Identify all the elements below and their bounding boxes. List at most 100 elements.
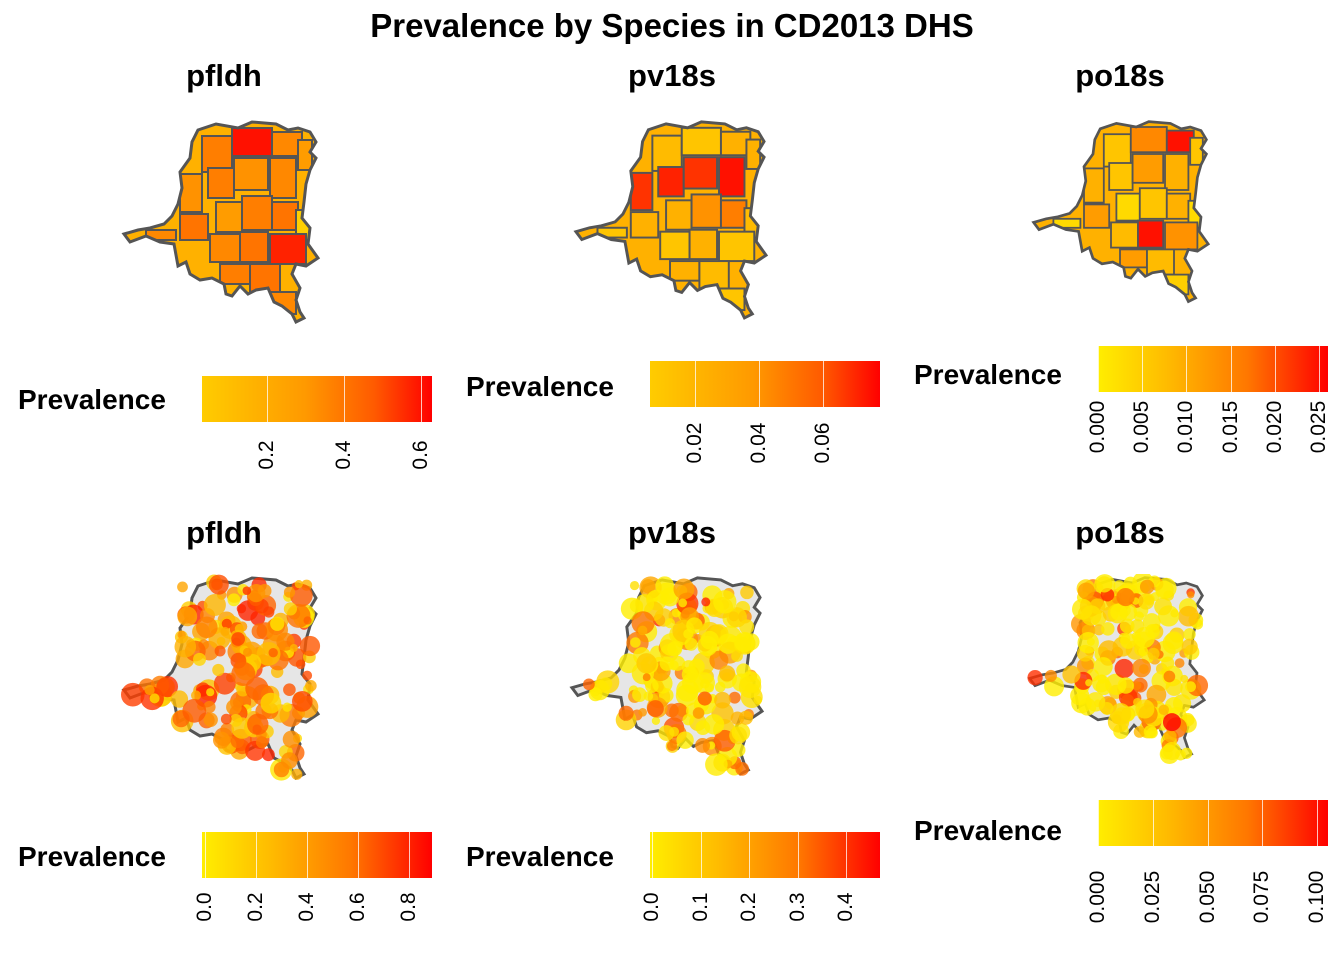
province-region [718, 230, 756, 263]
legend-tick-label: 0.4 [331, 439, 355, 470]
survey-cluster-point [697, 691, 712, 706]
survey-cluster-point [630, 637, 641, 648]
survey-cluster-point [638, 707, 647, 717]
survey-cluster-point [692, 707, 705, 719]
legend-tick [409, 832, 410, 878]
survey-cluster-point [676, 731, 694, 749]
panel-title: po18s [1075, 58, 1165, 93]
province-region [207, 167, 235, 199]
survey-cluster-point [1085, 692, 1106, 712]
legend-tick-label: 0.02 [682, 422, 706, 463]
legend-tick [1186, 346, 1188, 392]
province-region [1083, 203, 1111, 229]
province-region [271, 201, 299, 231]
province-region [745, 138, 762, 170]
survey-cluster-point [282, 730, 301, 748]
survey-cluster-point [684, 637, 698, 651]
survey-cluster-point [636, 653, 657, 674]
survey-cluster-point [1154, 597, 1172, 616]
province-region [269, 233, 307, 265]
survey-cluster-point [283, 683, 296, 696]
province-region [690, 193, 722, 229]
legend-tick-label: 0.6 [408, 439, 432, 470]
legend-tick [749, 832, 751, 878]
province-region [1083, 167, 1105, 204]
survey-cluster-point [728, 691, 741, 704]
legend-title: Prevalence [18, 841, 166, 872]
survey-cluster-point [693, 672, 715, 694]
legend-tick [822, 361, 824, 407]
province-region [1108, 162, 1134, 191]
legend-colorbar [1098, 346, 1328, 392]
survey-cluster-point [730, 711, 745, 726]
survey-cluster-point [714, 691, 731, 709]
survey-cluster-point [1187, 591, 1195, 599]
legend-title: Prevalence [18, 384, 166, 415]
legend-tick-label: 0.3 [785, 891, 809, 922]
legend-tick-label: 0.025 [1307, 400, 1331, 453]
survey-cluster-point [242, 586, 252, 595]
survey-cluster-point [1138, 593, 1155, 610]
survey-cluster-point [1044, 669, 1057, 682]
province-region [269, 157, 297, 199]
survey-cluster-point [292, 691, 313, 712]
survey-cluster-point [735, 762, 749, 776]
survey-cluster-point [646, 700, 664, 717]
province-region [1164, 221, 1199, 251]
survey-cluster-point [1170, 609, 1179, 618]
survey-cluster-point [270, 616, 285, 631]
survey-cluster-point [283, 602, 297, 616]
legend-title: Prevalence [914, 359, 1062, 390]
survey-cluster-point [1101, 622, 1115, 636]
legend-tick [1262, 800, 1264, 846]
survey-cluster-point [1130, 619, 1145, 633]
province-region [1102, 133, 1132, 168]
survey-cluster-point [281, 752, 298, 769]
survey-cluster-point [700, 630, 720, 650]
survey-cluster-point [234, 623, 245, 634]
survey-cluster-point [1114, 658, 1134, 679]
survey-cluster-point [1077, 582, 1095, 600]
survey-cluster-point [305, 680, 317, 692]
province-region [659, 230, 691, 261]
legend-tick-label: 0.000 [1086, 870, 1109, 923]
survey-cluster-point [1143, 725, 1158, 739]
survey-cluster-point [144, 684, 155, 696]
province-region [682, 156, 719, 190]
survey-cluster-point [1158, 704, 1170, 716]
survey-cluster-point [1085, 679, 1093, 687]
province-region [209, 233, 241, 263]
province-region [1115, 192, 1141, 222]
survey-cluster-point [1147, 647, 1160, 660]
survey-cluster-point [299, 635, 321, 657]
survey-cluster-point [666, 740, 678, 752]
survey-cluster-point [643, 691, 654, 701]
legend-tick-label: 0.0 [192, 891, 216, 922]
panel-title: pv18s [628, 58, 716, 93]
survey-cluster-point [174, 635, 197, 658]
legend-tick [204, 832, 206, 878]
legend-colorbar [1098, 800, 1328, 846]
legend-title: Prevalence [466, 841, 614, 872]
survey-cluster-point [1133, 611, 1144, 622]
survey-cluster-point [231, 662, 256, 686]
legend-colorbar [650, 361, 880, 407]
survey-cluster-point [1185, 681, 1197, 693]
survey-cluster-point [256, 642, 281, 666]
survey-cluster-point [213, 731, 230, 749]
survey-cluster-point [1092, 674, 1110, 693]
survey-cluster-point [121, 682, 145, 707]
legend-tick-label: 0.2 [243, 891, 267, 922]
province-region [1189, 136, 1204, 166]
survey-cluster-point [220, 626, 230, 636]
province-region [233, 157, 269, 191]
province-region [665, 199, 693, 231]
province-region [680, 126, 722, 157]
country-outline [121, 120, 321, 325]
survey-cluster-point [1174, 658, 1185, 668]
choropleth-map [1031, 120, 1211, 304]
legend-tick [700, 832, 702, 878]
survey-cluster-point [294, 580, 303, 589]
survey-cluster-point [1081, 605, 1102, 626]
province-region [241, 195, 273, 231]
